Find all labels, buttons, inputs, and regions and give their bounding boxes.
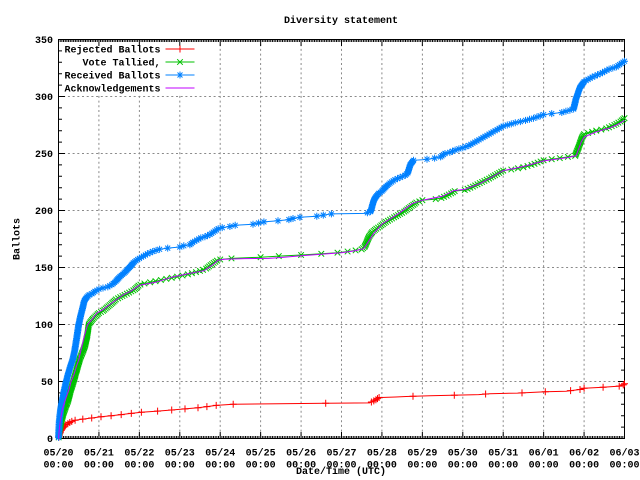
svg-text:05/29: 05/29 <box>407 448 437 460</box>
svg-text:06/01: 06/01 <box>529 448 559 460</box>
svg-text:Date/Time (UTC): Date/Time (UTC) <box>296 466 386 478</box>
svg-text:00:00: 00:00 <box>165 461 195 472</box>
svg-text:06/02: 06/02 <box>569 448 599 460</box>
svg-text:Received Ballots: Received Ballots <box>64 71 160 83</box>
svg-text:00:00: 00:00 <box>124 461 154 472</box>
svg-text:0: 0 <box>47 435 53 446</box>
svg-text:00:00: 00:00 <box>488 461 518 472</box>
svg-text:05/30: 05/30 <box>448 448 478 460</box>
svg-text:300: 300 <box>35 93 53 104</box>
svg-text:Rejected Ballots: Rejected Ballots <box>64 45 160 57</box>
svg-text:Acknowledgements: Acknowledgements <box>64 84 160 96</box>
svg-text:05/27: 05/27 <box>326 448 356 460</box>
svg-text:Ballots: Ballots <box>12 218 24 260</box>
svg-text:00:00: 00:00 <box>448 461 478 472</box>
svg-text:05/25: 05/25 <box>246 448 276 460</box>
svg-text:00:00: 00:00 <box>43 461 73 472</box>
svg-text:05/22: 05/22 <box>124 448 154 460</box>
svg-text:05/26: 05/26 <box>286 448 316 460</box>
svg-text:00:00: 00:00 <box>367 461 397 472</box>
svg-text:05/28: 05/28 <box>367 448 397 460</box>
svg-text:00:00: 00:00 <box>569 461 599 472</box>
svg-text:150: 150 <box>35 264 53 275</box>
svg-text:100: 100 <box>35 321 53 332</box>
svg-text:05/31: 05/31 <box>488 448 518 460</box>
svg-text:00:00: 00:00 <box>246 461 276 472</box>
svg-text:00:00: 00:00 <box>205 461 235 472</box>
svg-text:Diversity statement: Diversity statement <box>284 15 398 27</box>
svg-text:00:00: 00:00 <box>84 461 114 472</box>
svg-text:00:00: 00:00 <box>407 461 437 472</box>
svg-text:05/23: 05/23 <box>165 448 195 460</box>
svg-text:00:00: 00:00 <box>286 461 316 472</box>
svg-text:250: 250 <box>35 150 53 161</box>
svg-text:00:00: 00:00 <box>529 461 559 472</box>
svg-text:05/20: 05/20 <box>43 448 73 460</box>
svg-text:05/24: 05/24 <box>205 448 235 460</box>
svg-text:05/21: 05/21 <box>84 448 114 460</box>
svg-text:50: 50 <box>41 378 53 389</box>
svg-text:350: 350 <box>35 36 53 47</box>
svg-text:00:00: 00:00 <box>609 461 639 472</box>
svg-text:Vote Tallied,: Vote Tallied, <box>82 58 160 70</box>
svg-text:06/03: 06/03 <box>609 448 639 460</box>
svg-text:00:00: 00:00 <box>326 461 356 472</box>
svg-text:200: 200 <box>35 207 53 218</box>
